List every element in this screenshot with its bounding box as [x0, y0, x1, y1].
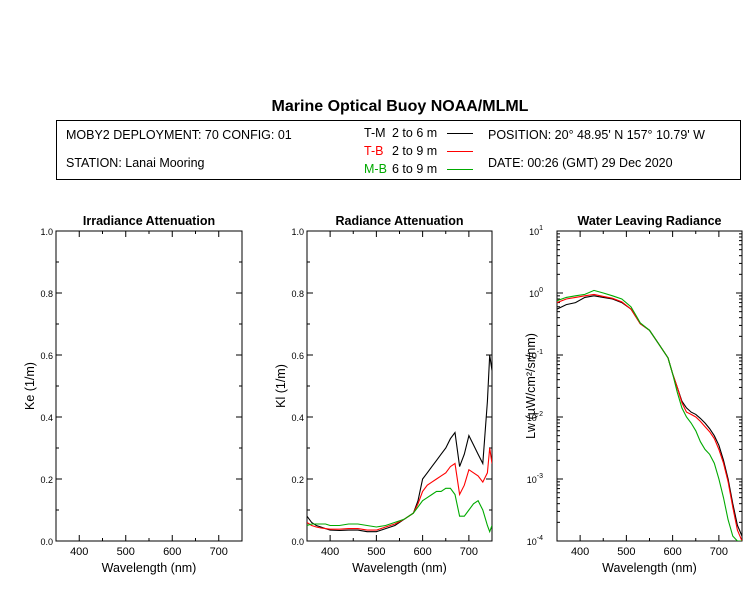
x-tick-label: 400	[321, 546, 339, 558]
y-tick-exponent: 1	[539, 225, 543, 232]
y-tick-label: 0.0	[40, 537, 53, 547]
plot-frame	[55, 230, 243, 542]
y-tick-label: 0.2	[40, 475, 53, 485]
y-axis-label: Kl (1/m)	[274, 364, 288, 408]
chart-panel-2: Radiance Attenuation 400 500 600 700 0.0 0.2 0.…	[274, 214, 493, 575]
legend-code-tm: T-M	[364, 126, 386, 140]
y-tick-exponent: -4	[537, 535, 543, 542]
series-line-t-b	[307, 447, 492, 531]
x-tick-label: 600	[413, 546, 431, 558]
y-tick-exponent: 0	[539, 287, 543, 294]
info-box: MOBY2 DEPLOYMENT: 70 CONFIG: 01 STATION:…	[56, 120, 741, 180]
chart-title: Irradiance Attenuation	[83, 214, 215, 228]
series-line-m-b	[557, 289, 742, 541]
x-tick-label: 700	[460, 546, 478, 558]
y-tick-label: 0.0	[291, 537, 304, 547]
x-tick-label: 600	[663, 546, 681, 558]
station-text: STATION: Lanai Mooring	[66, 156, 205, 170]
legend-range-tb: 2 to 9 m	[392, 144, 438, 158]
y-axis-label: Lw (µW/cm²/sr/nm)	[524, 333, 538, 439]
x-tick-label: 500	[617, 546, 635, 558]
legend-range-tm: 2 to 6 m	[392, 126, 438, 140]
deployment-text: MOBY2 DEPLOYMENT: 70 CONFIG: 01	[66, 128, 292, 142]
y-tick-label: 100	[529, 287, 543, 299]
series-line-t-m	[557, 295, 742, 537]
y-tick-exponent: -2	[537, 411, 543, 418]
y-tick-label: 0.6	[291, 351, 304, 361]
y-tick-label: 0.4	[40, 413, 53, 423]
series-line-t-b	[557, 293, 742, 541]
legend-range-mb: 6 to 9 m	[392, 162, 438, 176]
legend-line-tm	[447, 133, 473, 134]
chart-title: Water Leaving Radiance	[577, 214, 721, 228]
x-axis-label: Wavelength (nm)	[602, 561, 697, 575]
y-tick-exponent: -1	[537, 349, 543, 356]
y-tick-label: 101	[529, 225, 543, 237]
chart-panel-1: Irradiance Attenuation 400 500 600 700 0.0 0.2…	[23, 214, 243, 575]
figure-title: Marine Optical Buoy NOAA/MLML	[271, 98, 529, 115]
x-tick-label: 500	[117, 546, 135, 558]
y-tick-label: 1.0	[291, 227, 304, 237]
legend-code-mb: M-B	[364, 162, 387, 176]
y-tick-label: 1.0	[40, 227, 53, 237]
chart-title: Radiance Attenuation	[335, 214, 463, 228]
x-tick-label: 600	[163, 546, 181, 558]
date-text: DATE: 00:26 (GMT) 29 Dec 2020	[488, 156, 673, 170]
x-tick-label: 700	[210, 546, 228, 558]
y-tick-label: 10-3	[527, 473, 543, 485]
chart-panel-3: Water Leaving Radiance 400 500 600 700 101 100…	[524, 214, 743, 575]
y-tick-exponent: -3	[537, 473, 543, 480]
y-tick-label: 0.4	[291, 413, 304, 423]
y-tick-label: 0.8	[40, 289, 53, 299]
series-line-t-m	[307, 354, 492, 533]
legend-code-tb: T-B	[364, 144, 384, 158]
series-line-m-b	[307, 487, 492, 534]
x-axis-label: Wavelength (nm)	[352, 561, 447, 575]
position-text: POSITION: 20° 48.95' N 157° 10.79' W	[488, 128, 705, 142]
y-axis-label: Ke (1/m)	[23, 362, 37, 410]
x-tick-label: 400	[571, 546, 589, 558]
y-tick-label: 0.8	[291, 289, 304, 299]
y-tick-label: 10-4	[527, 535, 543, 547]
x-axis-label: Wavelength (nm)	[102, 561, 197, 575]
legend-line-tb	[447, 151, 473, 152]
x-tick-label: 500	[367, 546, 385, 558]
plot-frame	[306, 230, 493, 542]
y-tick-label: 0.2	[291, 475, 304, 485]
x-tick-label: 700	[710, 546, 728, 558]
y-tick-label: 0.6	[40, 351, 53, 361]
x-tick-label: 400	[70, 546, 88, 558]
legend-line-mb	[447, 169, 473, 170]
plot-frame	[556, 230, 743, 542]
